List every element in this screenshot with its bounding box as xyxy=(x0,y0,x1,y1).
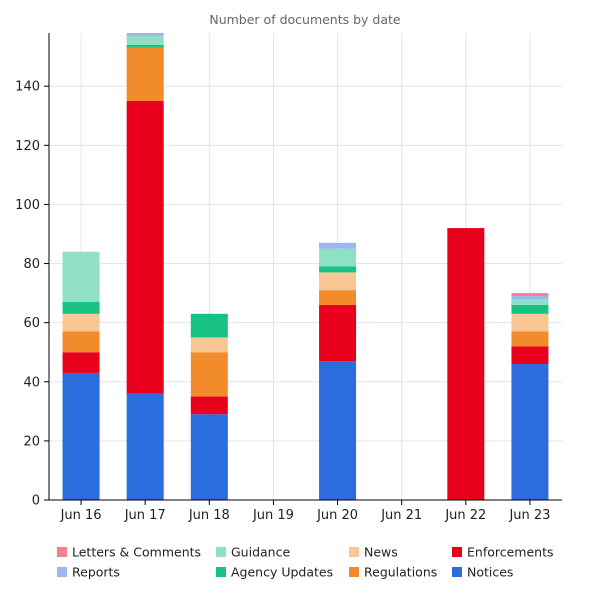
legend-swatch xyxy=(452,567,462,577)
bar-segment-reports-jun-17[interactable] xyxy=(126,33,164,36)
grid-layer xyxy=(49,33,562,500)
legend-item-news[interactable]: News xyxy=(349,545,398,560)
legend-item-notices[interactable]: Notices xyxy=(452,565,513,580)
legend-label: Guidance xyxy=(231,545,290,560)
y-tick-label: 80 xyxy=(23,257,40,272)
x-tick-label: Jun 21 xyxy=(380,508,422,523)
legend-item-reports[interactable]: Reports xyxy=(57,565,120,580)
bar-segment-enforcements-jun-18[interactable] xyxy=(190,396,228,415)
x-tick-label: Jun 22 xyxy=(444,508,486,523)
bar-segment-guidance-jun-20[interactable] xyxy=(319,248,357,267)
legend-item-agency-updates[interactable]: Agency Updates xyxy=(216,565,333,580)
x-tick-label: Jun 18 xyxy=(188,508,230,523)
x-tick-label: Jun 23 xyxy=(508,508,550,523)
bar-segment-enforcements-jun-23[interactable] xyxy=(511,346,549,365)
x-tick-label: Jun 16 xyxy=(60,508,102,523)
legend-swatch xyxy=(349,567,359,577)
bar-segment-news-jun-16[interactable] xyxy=(62,313,100,332)
bar-segment-enforcements-jun-16[interactable] xyxy=(62,352,100,373)
y-tick-label: 20 xyxy=(23,434,40,449)
y-tick-label: 140 xyxy=(15,80,40,95)
bar-segment-reports-jun-23[interactable] xyxy=(511,296,549,300)
bar-segment-news-jun-20[interactable] xyxy=(319,272,357,291)
bar-segment-agency-updates-jun-20[interactable] xyxy=(319,266,357,273)
bar-segment-news-jun-23[interactable] xyxy=(511,313,549,332)
legend-label: Reports xyxy=(72,565,120,580)
bar-segment-agency-updates-jun-18[interactable] xyxy=(190,313,228,338)
bar-segment-regulations-jun-20[interactable] xyxy=(319,290,357,305)
bar-segment-notices-jun-18[interactable] xyxy=(190,414,228,500)
bar-segment-news-jun-18[interactable] xyxy=(190,337,228,353)
legend-label: Regulations xyxy=(364,565,437,580)
legend-swatch xyxy=(452,547,462,557)
legend-label: News xyxy=(364,545,398,560)
bar-segment-agency-updates-jun-23[interactable] xyxy=(511,304,549,314)
legend-item-regulations[interactable]: Regulations xyxy=(349,565,437,580)
bar-segment-notices-jun-23[interactable] xyxy=(511,364,549,500)
legend-swatch xyxy=(57,567,67,577)
bar-segment-notices-jun-16[interactable] xyxy=(62,372,100,500)
legend[interactable]: Letters & Comments Guidance News Enforcemen… xyxy=(57,545,554,580)
x-tick-label: Jun 19 xyxy=(252,508,294,523)
y-tick-label: 120 xyxy=(15,139,40,154)
bar-segment-letters-comments-jun-23[interactable] xyxy=(511,293,549,297)
legend-label: Enforcements xyxy=(467,545,554,560)
legend-label: Letters & Comments xyxy=(72,545,201,560)
legend-swatch xyxy=(349,547,359,557)
axes-layer: 0 20 40 60 80 100 120 140 Jun 16 Jun 17 Jun 18 Jun … xyxy=(15,33,562,523)
bar-segment-agency-updates-jun-17[interactable] xyxy=(126,44,164,48)
bar-segment-regulations-jun-17[interactable] xyxy=(126,47,164,101)
y-tick-label: 100 xyxy=(15,198,40,213)
legend-swatch xyxy=(216,547,226,557)
bar-segment-guidance-jun-23[interactable] xyxy=(511,299,549,305)
x-tick-label: Jun 17 xyxy=(124,508,166,523)
bar-segment-guidance-jun-17[interactable] xyxy=(126,35,164,45)
bar-segment-enforcements-jun-22[interactable] xyxy=(447,228,485,501)
legend-label: Agency Updates xyxy=(231,565,333,580)
bar-segment-guidance-jun-16[interactable] xyxy=(62,251,100,302)
y-tick-label: 40 xyxy=(23,375,40,390)
legend-swatch xyxy=(216,567,226,577)
y-tick-label: 0 xyxy=(32,494,40,509)
chart-title: Number of documents by date xyxy=(209,12,401,27)
bar-segment-regulations-jun-16[interactable] xyxy=(62,331,100,353)
bar-segment-notices-jun-17[interactable] xyxy=(126,393,164,500)
bar-segment-enforcements-jun-17[interactable] xyxy=(126,100,164,394)
legend-swatch xyxy=(57,547,67,557)
bar-segment-regulations-jun-18[interactable] xyxy=(190,352,228,397)
bar-segment-notices-jun-20[interactable] xyxy=(319,361,357,500)
legend-item-letters-comments[interactable]: Letters & Comments xyxy=(57,545,201,560)
legend-item-guidance[interactable]: Guidance xyxy=(216,545,290,560)
bars-layer xyxy=(62,33,549,501)
bar-segment-regulations-jun-23[interactable] xyxy=(511,331,549,347)
bar-segment-enforcements-jun-20[interactable] xyxy=(319,304,357,362)
bar-segment-agency-updates-jun-16[interactable] xyxy=(62,301,100,314)
x-tick-label: Jun 20 xyxy=(316,508,358,523)
legend-item-enforcements[interactable]: Enforcements xyxy=(452,545,554,560)
legend-label: Notices xyxy=(467,565,513,580)
y-tick-label: 60 xyxy=(23,316,40,331)
bar-segment-reports-jun-20[interactable] xyxy=(319,242,357,249)
